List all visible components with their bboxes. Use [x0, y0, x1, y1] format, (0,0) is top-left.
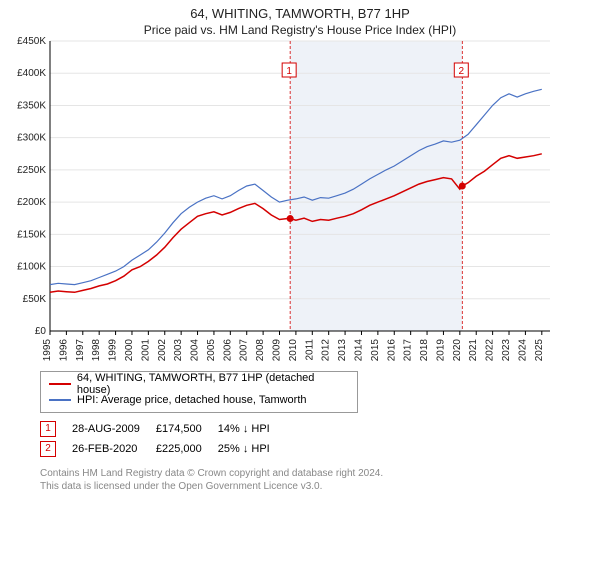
svg-text:2005: 2005 — [206, 339, 217, 362]
svg-text:2024: 2024 — [517, 339, 528, 362]
svg-text:2001: 2001 — [140, 339, 151, 362]
svg-text:2008: 2008 — [255, 339, 266, 362]
footer-line2: This data is licensed under the Open Gov… — [40, 480, 560, 493]
legend-label: 64, WHITING, TAMWORTH, B77 1HP (detached… — [77, 372, 349, 396]
txn-delta: 25% ↓ HPI — [218, 439, 286, 459]
svg-text:1996: 1996 — [58, 339, 69, 362]
chart-subtitle: Price paid vs. HM Land Registry's House … — [0, 23, 600, 37]
svg-text:2018: 2018 — [419, 339, 430, 362]
txn-delta: 14% ↓ HPI — [218, 419, 286, 439]
svg-text:2020: 2020 — [452, 339, 463, 362]
svg-text:2003: 2003 — [173, 339, 184, 362]
svg-text:£300K: £300K — [17, 133, 46, 144]
legend: 64, WHITING, TAMWORTH, B77 1HP (detached… — [40, 371, 358, 413]
svg-text:2010: 2010 — [288, 339, 299, 362]
svg-text:£400K: £400K — [17, 68, 46, 79]
svg-text:2021: 2021 — [468, 339, 479, 362]
svg-text:1997: 1997 — [75, 339, 86, 362]
marker-badge: 2 — [40, 441, 56, 457]
svg-text:2: 2 — [459, 66, 465, 77]
legend-swatch — [49, 383, 71, 385]
svg-text:2023: 2023 — [501, 339, 512, 362]
txn-date: 28-AUG-2009 — [72, 419, 156, 439]
svg-text:£100K: £100K — [17, 262, 46, 273]
svg-text:1: 1 — [286, 66, 292, 77]
txn-price: £225,000 — [156, 439, 218, 459]
transaction-row: 1 28-AUG-2009 £174,500 14% ↓ HPI — [40, 419, 286, 439]
svg-text:2009: 2009 — [272, 339, 283, 362]
svg-text:2025: 2025 — [534, 339, 545, 362]
legend-swatch — [49, 399, 71, 401]
svg-text:£0: £0 — [35, 326, 47, 337]
svg-text:1999: 1999 — [108, 339, 119, 362]
svg-text:2016: 2016 — [386, 339, 397, 362]
svg-text:1995: 1995 — [42, 339, 53, 362]
svg-text:£350K: £350K — [17, 100, 46, 111]
legend-item: HPI: Average price, detached house, Tamw… — [49, 392, 349, 408]
txn-price: £174,500 — [156, 419, 218, 439]
legend-item: 64, WHITING, TAMWORTH, B77 1HP (detached… — [49, 376, 349, 392]
svg-text:2012: 2012 — [321, 339, 332, 362]
svg-text:2022: 2022 — [485, 339, 496, 362]
footer-attribution: Contains HM Land Registry data © Crown c… — [40, 467, 560, 493]
svg-text:2006: 2006 — [222, 339, 233, 362]
svg-text:2014: 2014 — [353, 339, 364, 362]
svg-text:£50K: £50K — [23, 294, 47, 305]
svg-text:£150K: £150K — [17, 229, 46, 240]
transactions-table: 1 28-AUG-2009 £174,500 14% ↓ HPI 2 26-FE… — [40, 419, 560, 459]
svg-text:£200K: £200K — [17, 197, 46, 208]
svg-text:2004: 2004 — [190, 339, 201, 362]
footer-line1: Contains HM Land Registry data © Crown c… — [40, 467, 560, 480]
svg-text:2013: 2013 — [337, 339, 348, 362]
chart-container: 64, WHITING, TAMWORTH, B77 1HP Price pai… — [0, 6, 600, 566]
svg-text:2007: 2007 — [239, 339, 250, 362]
line-chart: £0 £50K £100K £150K £200K £250K £300K £350K £400… — [0, 37, 580, 367]
txn-date: 26-FEB-2020 — [72, 439, 156, 459]
chart-title: 64, WHITING, TAMWORTH, B77 1HP — [0, 6, 600, 21]
svg-text:2002: 2002 — [157, 339, 168, 362]
svg-text:1998: 1998 — [91, 339, 102, 362]
svg-text:£250K: £250K — [17, 165, 46, 176]
transaction-row: 2 26-FEB-2020 £225,000 25% ↓ HPI — [40, 439, 286, 459]
marker-badge: 1 — [40, 421, 56, 437]
svg-text:2019: 2019 — [435, 339, 446, 362]
svg-text:2011: 2011 — [304, 339, 315, 361]
svg-text:£450K: £450K — [17, 37, 46, 47]
svg-text:2000: 2000 — [124, 339, 135, 362]
svg-text:2017: 2017 — [403, 339, 414, 362]
svg-text:2015: 2015 — [370, 339, 381, 362]
legend-label: HPI: Average price, detached house, Tamw… — [77, 394, 307, 406]
